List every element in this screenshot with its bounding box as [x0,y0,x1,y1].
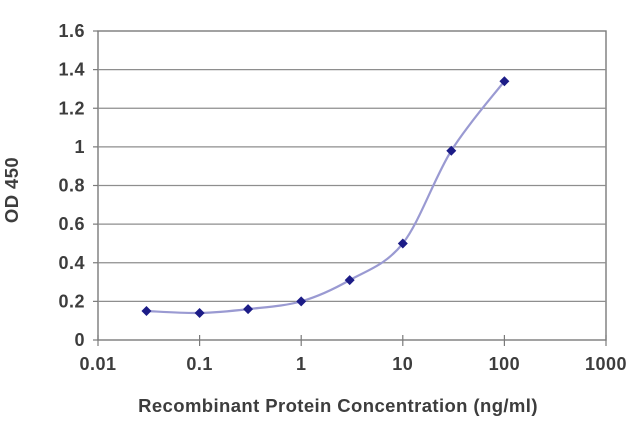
data-point-marker [141,306,152,317]
data-point-marker [296,296,307,307]
x-tick-label: 0.1 [186,354,213,374]
x-tick-label: 10 [392,354,413,374]
y-tick-label: 0.6 [58,214,85,234]
y-tick-label: 1 [74,137,85,157]
x-tick-label: 0.01 [79,354,116,374]
data-point-marker [446,145,457,156]
x-tick-label: 100 [489,354,521,374]
data-point-marker [397,238,408,249]
data-point-marker [499,76,510,87]
x-axis-title: Recombinant Protein Concentration (ng/ml… [138,395,538,416]
y-tick-label: 0.4 [58,253,85,273]
data-point-marker [344,275,355,286]
y-tick-label: 0.8 [58,176,85,196]
y-tick-label: 1.2 [58,98,85,118]
x-tick-label: 1 [296,354,307,374]
y-tick-label: 1.6 [58,21,85,41]
y-axis-title: OD 450 [1,157,22,223]
y-tick-label: 0 [74,330,85,350]
y-tick-label: 0.2 [58,291,85,311]
y-tick-label: 1.4 [58,60,85,80]
data-point-marker [194,307,205,318]
plot-area: 0 0.2 0.4 0.6 0.8 1 1.2 1.4 1.6 0.01 0.1 1 10 100 1000 [58,21,627,374]
x-tick-label: 1000 [585,354,627,374]
data-point-marker [243,304,254,315]
